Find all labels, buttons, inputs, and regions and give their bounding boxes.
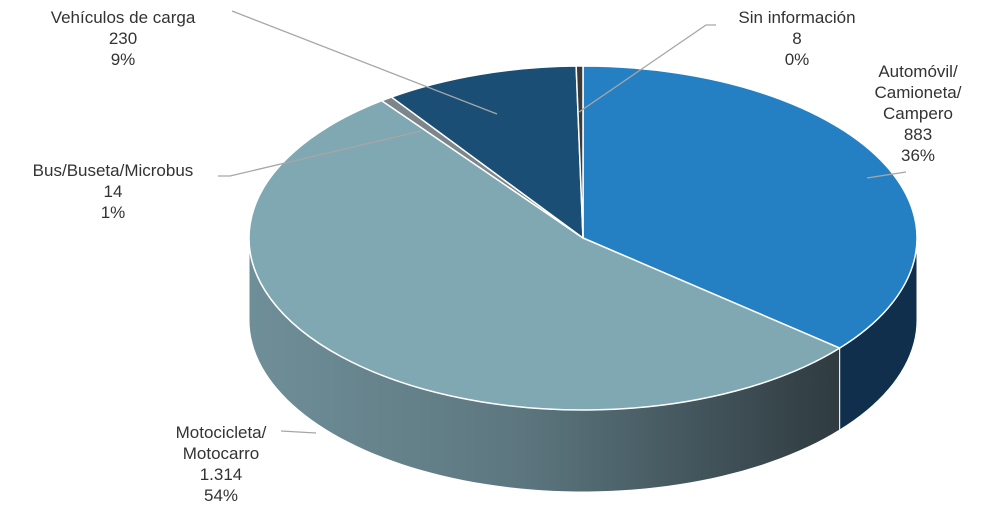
pie-slice-auto	[582, 65, 918, 349]
data-label-moto: Motocicleta/Motocarro 1.314 54%	[176, 423, 267, 505]
slice-label-line-1-moto: Motocarro	[183, 444, 260, 463]
pie-slice-carga	[390, 65, 584, 239]
data-label-carga: Vehículos de carga 230 9%	[51, 8, 196, 69]
pie-tops	[248, 65, 918, 411]
slice-value-label-carga: 230	[109, 29, 137, 48]
leader-lines	[218, 10, 907, 434]
slice-value-label-bus: 14	[104, 182, 123, 201]
slice-percent-label-sininfo: 0%	[785, 50, 810, 69]
pie-slice-sininfo	[575, 65, 584, 239]
leader-line-auto	[866, 171, 907, 179]
leader-line-moto	[280, 430, 317, 434]
slice-label-line-0-sininfo: Sin información	[738, 8, 855, 27]
leader-line-sininfo	[578, 24, 716, 113]
data-label-bus: Bus/Buseta/Microbus 14 1%	[33, 161, 194, 222]
data-labels: Automóvil/Camioneta/Campero 883 36% Motocic…	[33, 8, 962, 505]
data-label-auto: Automóvil/Camioneta/Campero 883 36%	[875, 62, 962, 165]
slice-value-label-sininfo: 8	[792, 29, 801, 48]
data-label-sininfo: Sin información 8 0%	[738, 8, 855, 69]
pie-slice-moto	[248, 99, 841, 411]
slice-percent-label-auto: 36%	[901, 146, 935, 165]
slice-value-label-auto: 883	[904, 125, 932, 144]
slice-value-label-moto: 1.314	[200, 465, 243, 484]
slice-label-line-0-carga: Vehículos de carga	[51, 8, 196, 27]
slice-percent-label-carga: 9%	[111, 50, 136, 69]
slice-label-line-0-auto: Automóvil/	[878, 62, 958, 81]
slice-percent-label-bus: 1%	[101, 203, 126, 222]
slice-label-line-1-auto: Camioneta/	[875, 83, 962, 102]
slice-label-line-2-auto: Campero	[883, 104, 953, 123]
slice-label-line-0-moto: Motocicleta/	[176, 423, 267, 442]
leader-line-carga	[231, 10, 498, 115]
leader-line-bus	[218, 130, 422, 177]
slice-percent-label-moto: 54%	[204, 486, 238, 505]
slice-label-line-0-bus: Bus/Buseta/Microbus	[33, 161, 194, 180]
